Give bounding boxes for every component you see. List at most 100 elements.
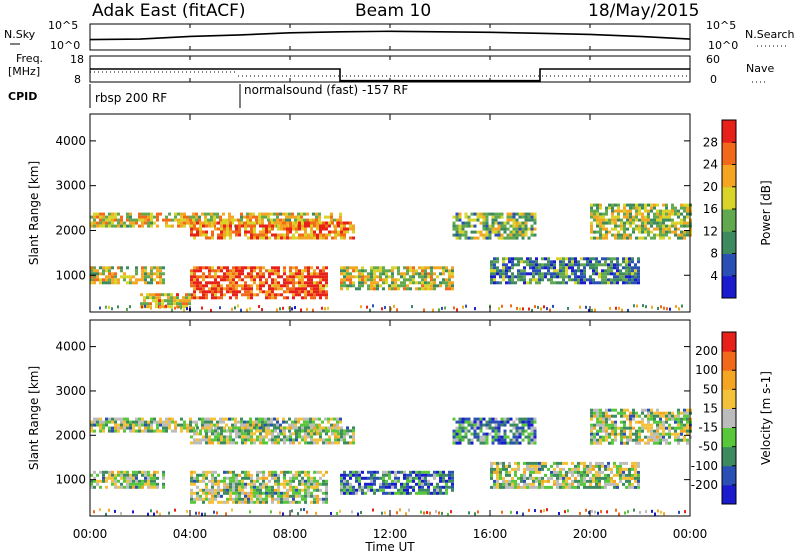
heatmap-cell	[647, 230, 650, 234]
freq-right-tick-top: 60	[706, 53, 720, 66]
heatmap-cell	[430, 272, 433, 276]
heatmap-cell	[418, 488, 421, 492]
heatmap-cell	[250, 278, 253, 282]
heatmap-cell	[653, 233, 656, 237]
heatmap-cell	[150, 485, 153, 489]
heatmap-cell	[629, 429, 632, 433]
heatmap-cell	[412, 278, 415, 282]
heatmap-cell	[214, 272, 217, 276]
heatmap-cell	[168, 417, 171, 421]
heatmap-cell	[602, 236, 605, 240]
heatmap-cell	[185, 302, 188, 306]
y-tick-label: 2000	[55, 223, 86, 237]
heatmap-cell	[683, 426, 686, 430]
heatmap-cell	[250, 488, 253, 492]
heatmap-cell	[565, 479, 568, 483]
heatmap-cell	[396, 308, 398, 312]
heatmap-cell	[556, 257, 559, 261]
heatmap-cell	[102, 423, 105, 427]
heatmap-cell	[500, 221, 504, 225]
heatmap-cell	[190, 233, 193, 237]
heatmap-cell	[202, 284, 205, 288]
heatmap-cell	[196, 497, 199, 501]
heatmap-cell	[556, 281, 559, 285]
heatmap-cell	[277, 269, 280, 273]
colorbar-swatch	[722, 427, 736, 448]
heatmap-cell	[250, 233, 253, 237]
heatmap-cell	[129, 281, 132, 285]
heatmap-cell	[238, 435, 241, 439]
heatmap-cell	[235, 497, 238, 501]
heatmap-cell	[283, 441, 286, 445]
heatmap-cell	[482, 218, 486, 222]
heatmap-cell	[211, 500, 214, 504]
heatmap-cell	[427, 482, 430, 486]
heatmap-cell	[174, 426, 177, 430]
heatmap-cell	[297, 417, 300, 421]
heatmap-cell	[568, 482, 571, 486]
heatmap-cell	[202, 293, 205, 297]
heatmap-cell	[147, 224, 150, 228]
heatmap-cell	[605, 230, 608, 234]
heatmap-cell	[195, 218, 198, 222]
heatmap-cell	[622, 275, 625, 279]
heatmap-cell	[636, 304, 638, 308]
heatmap-cell	[247, 494, 250, 498]
heatmap-cell	[418, 266, 421, 270]
heatmap-cell	[297, 512, 299, 516]
heatmap-cell	[162, 470, 165, 474]
heatmap-cell	[441, 511, 443, 515]
heatmap-cell	[216, 429, 219, 433]
heatmap-cell	[165, 420, 168, 424]
heatmap-cell	[412, 470, 415, 474]
heatmap-cell	[352, 441, 355, 445]
heatmap-cell	[653, 414, 656, 418]
heatmap-cell	[343, 272, 346, 276]
heatmap-cell	[162, 420, 165, 424]
heatmap-cell	[622, 257, 625, 261]
heatmap-cell	[196, 426, 199, 430]
heatmap-cell	[403, 476, 406, 480]
heatmap-cell	[613, 479, 616, 483]
heatmap-cell	[638, 420, 641, 424]
heatmap-cell	[217, 227, 220, 231]
heatmap-cell	[614, 209, 617, 213]
heatmap-cell	[205, 275, 208, 279]
heatmap-cell	[665, 212, 668, 216]
heatmap-cell	[289, 278, 292, 282]
heatmap-cell	[580, 470, 583, 474]
heatmap-cell	[423, 308, 425, 312]
heatmap-cell	[339, 420, 342, 424]
heatmap-cell	[488, 230, 492, 234]
heatmap-cell	[277, 287, 280, 291]
heatmap-cell	[604, 260, 607, 264]
heatmap-cell	[500, 215, 504, 219]
heatmap-cell	[328, 435, 331, 439]
heatmap-cell	[306, 420, 309, 424]
heatmap-cell	[568, 266, 571, 270]
heatmap-cell	[244, 290, 247, 294]
heatmap-cell	[590, 215, 593, 219]
heatmap-cell	[493, 485, 496, 489]
heatmap-cell	[517, 263, 520, 267]
heatmap-cell	[229, 269, 232, 273]
heatmap-cell	[461, 426, 465, 430]
heatmap-cell	[352, 236, 355, 240]
heatmap-cell	[138, 212, 141, 216]
heatmap-cell	[325, 491, 328, 495]
heatmap-cell	[535, 479, 538, 483]
heatmap-cell	[614, 438, 617, 442]
heatmap-cell	[526, 464, 529, 468]
heatmap-cell	[316, 221, 319, 225]
heatmap-cell	[511, 257, 514, 261]
heatmap-cell	[295, 266, 298, 270]
heatmap-cell	[628, 278, 631, 282]
heatmap-cell	[298, 281, 301, 285]
heatmap-cell	[608, 408, 611, 412]
heatmap-cell	[158, 296, 161, 300]
heatmap-cell	[274, 429, 277, 433]
heatmap-cell	[448, 479, 451, 483]
heatmap-cell	[325, 272, 328, 276]
heatmap-cell	[304, 293, 307, 297]
heatmap-cell	[99, 224, 102, 228]
